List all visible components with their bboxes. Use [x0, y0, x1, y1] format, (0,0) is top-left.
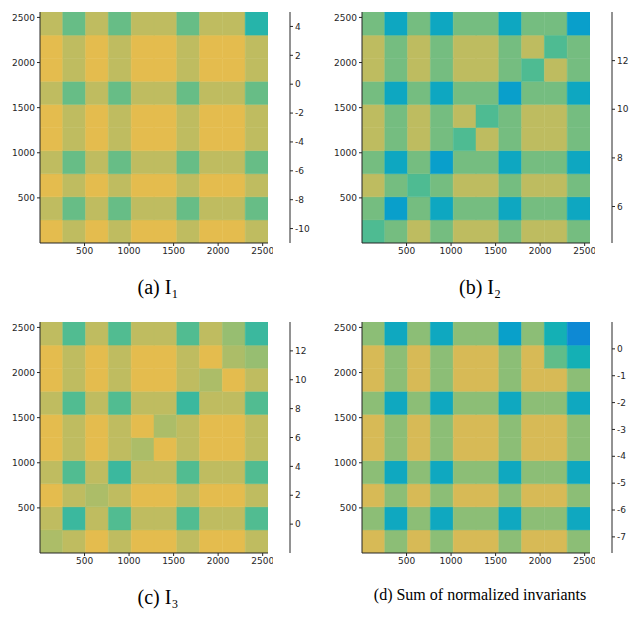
svg-text:2: 2	[295, 490, 301, 500]
svg-text:-5: -5	[617, 478, 626, 488]
svg-text:500: 500	[76, 246, 93, 256]
svg-text:1500: 1500	[334, 103, 357, 113]
svg-text:-2: -2	[295, 108, 304, 118]
svg-text:2000: 2000	[529, 556, 552, 566]
svg-text:1500: 1500	[12, 103, 35, 113]
svg-text:500: 500	[398, 556, 415, 566]
svg-text:-6: -6	[617, 505, 626, 515]
svg-text:-6: -6	[295, 166, 304, 176]
svg-text:1000: 1000	[118, 246, 141, 256]
html-text:(b) I₂: (b) I₂	[459, 276, 501, 298]
svg-text:-8: -8	[295, 195, 304, 205]
svg-text:12: 12	[617, 56, 628, 66]
svg-text:2500: 2500	[334, 323, 357, 333]
svg-text:2500: 2500	[334, 13, 357, 23]
svg-text:1000: 1000	[334, 148, 357, 158]
svg-text:500: 500	[340, 503, 357, 513]
html-text:(a) I₁: (a) I₁	[137, 276, 179, 298]
svg-text:500: 500	[18, 503, 35, 513]
svg-text:1500: 1500	[162, 556, 185, 566]
svg-text:-10: -10	[295, 224, 310, 234]
svg-text:500: 500	[18, 193, 35, 203]
svg-text:2500: 2500	[251, 556, 273, 566]
svg-text:2000: 2000	[334, 368, 357, 378]
svg-text:1000: 1000	[334, 458, 357, 468]
svg-text:500: 500	[398, 246, 415, 256]
svg-text:2000: 2000	[12, 58, 35, 68]
svg-text:6: 6	[295, 433, 301, 443]
svg-text:2000: 2000	[12, 368, 35, 378]
svg-text:2500: 2500	[573, 246, 595, 256]
svg-text:2000: 2000	[529, 246, 552, 256]
svg-text:1500: 1500	[162, 246, 185, 256]
svg-text:2500: 2500	[12, 323, 35, 333]
svg-text:-1: -1	[617, 371, 626, 381]
svg-text:12: 12	[295, 346, 306, 356]
svg-text:2: 2	[295, 51, 301, 61]
svg-text:1500: 1500	[484, 246, 507, 256]
svg-text:-7: -7	[617, 532, 626, 542]
svg-text:4: 4	[295, 462, 301, 472]
svg-text:0: 0	[617, 344, 623, 354]
svg-text:500: 500	[76, 556, 93, 566]
svg-text:2500: 2500	[12, 13, 35, 23]
svg-text:2000: 2000	[334, 58, 357, 68]
svg-text:1500: 1500	[484, 556, 507, 566]
svg-text:-2: -2	[617, 398, 626, 408]
svg-text:500: 500	[340, 193, 357, 203]
svg-text:-3: -3	[617, 425, 626, 435]
svg-text:1000: 1000	[118, 556, 141, 566]
svg-text:10: 10	[617, 104, 629, 114]
svg-text:2500: 2500	[251, 246, 273, 256]
svg-text:1000: 1000	[12, 458, 35, 468]
svg-text:1000: 1000	[440, 246, 463, 256]
svg-text:-4: -4	[617, 451, 626, 461]
html-text:(d) Sum of normalized invarian: (d) Sum of normalized invariants	[373, 586, 587, 603]
svg-text:8: 8	[617, 153, 623, 163]
svg-text:8: 8	[295, 404, 301, 414]
svg-text:6: 6	[617, 202, 623, 212]
svg-text:1000: 1000	[12, 148, 35, 158]
svg-text:1500: 1500	[334, 413, 357, 423]
svg-text:2000: 2000	[207, 246, 230, 256]
svg-text:-4: -4	[295, 137, 304, 147]
svg-text:0: 0	[295, 79, 301, 89]
svg-text:4: 4	[295, 22, 301, 32]
svg-text:10: 10	[295, 375, 307, 385]
svg-text:2000: 2000	[207, 556, 230, 566]
svg-text:1000: 1000	[440, 556, 463, 566]
svg-text:0: 0	[295, 519, 301, 529]
svg-text:2500: 2500	[573, 556, 595, 566]
svg-text:1500: 1500	[12, 413, 35, 423]
html-text:(c) I₃: (c) I₃	[137, 586, 179, 608]
